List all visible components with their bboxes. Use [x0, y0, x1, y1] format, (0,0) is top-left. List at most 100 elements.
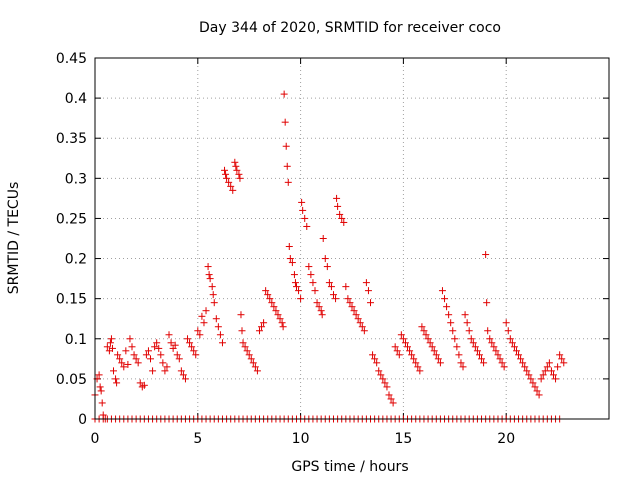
data-point [455, 351, 463, 359]
data-point [325, 279, 333, 287]
data-point [290, 271, 298, 279]
chart-title: Day 344 of 2020, SRMTID for receiver coc… [199, 20, 501, 36]
data-point [144, 347, 152, 355]
data-point [253, 367, 261, 375]
data-point [463, 319, 471, 327]
y-tick-label: 0 [78, 412, 87, 428]
data-point [96, 383, 104, 391]
data-point [266, 295, 274, 303]
data-point [301, 214, 309, 222]
data-point [488, 339, 496, 347]
data-point [268, 299, 276, 307]
data-point [449, 327, 457, 335]
data-point [332, 295, 340, 303]
data-point [473, 347, 481, 355]
data-point [436, 359, 444, 367]
data-point [243, 347, 251, 355]
data-point [364, 287, 372, 295]
data-point [113, 379, 121, 387]
data-point [167, 339, 175, 347]
data-point [319, 235, 327, 242]
data-point [406, 347, 414, 355]
data-point [492, 347, 500, 355]
y-tick-label: 0.05 [56, 372, 87, 388]
data-point [241, 343, 249, 351]
data-point [395, 351, 403, 359]
data-point [159, 359, 167, 367]
data-point [278, 319, 286, 327]
data-point [504, 327, 512, 335]
data-point [416, 367, 424, 375]
data-point [354, 315, 362, 323]
data-point [282, 142, 290, 150]
data-point [483, 299, 491, 307]
data-point [490, 343, 498, 351]
data-point [223, 174, 231, 182]
data-point [379, 375, 387, 383]
data-point [441, 295, 449, 303]
data-point [438, 287, 446, 295]
data-point [367, 299, 375, 307]
data-point [360, 327, 368, 335]
data-point [502, 319, 510, 327]
data-point [122, 347, 130, 355]
data-point [496, 355, 504, 363]
data-point [151, 343, 159, 351]
data-point [231, 158, 239, 166]
data-point [161, 367, 169, 375]
data-point [305, 263, 313, 271]
data-point [192, 351, 200, 359]
data-point [533, 387, 541, 395]
data-point [237, 311, 245, 319]
data-point [210, 299, 218, 307]
data-point [404, 343, 412, 351]
data-point [371, 355, 379, 363]
data-point [163, 363, 171, 371]
data-point [227, 182, 235, 190]
y-tick-label: 0.1 [65, 332, 87, 348]
y-tick-label: 0.4 [65, 91, 87, 107]
data-point [128, 343, 136, 351]
data-point [358, 323, 366, 331]
data-point [399, 335, 407, 343]
data-point [260, 319, 268, 327]
data-point [196, 331, 204, 339]
data-point [188, 343, 196, 351]
data-point [291, 279, 299, 287]
data-point [515, 351, 523, 359]
data-point [560, 359, 568, 367]
data-point [142, 351, 150, 359]
data-point [190, 347, 198, 355]
data-point [350, 307, 358, 315]
data-point [397, 331, 405, 339]
data-point [523, 367, 531, 375]
data-point [333, 194, 341, 202]
data-point [391, 343, 399, 351]
x-tick-label: 5 [193, 431, 202, 447]
data-point [430, 347, 438, 355]
data-point [236, 174, 244, 182]
data-point [107, 335, 115, 343]
data-point [383, 383, 391, 391]
data-point [155, 344, 163, 352]
data-point [103, 343, 111, 351]
data-point [529, 379, 537, 387]
data-point [225, 178, 233, 186]
data-point [369, 351, 377, 359]
data-point [543, 363, 551, 371]
data-point [235, 170, 243, 178]
data-point [443, 303, 451, 311]
data-point [356, 319, 364, 327]
data-point [298, 198, 306, 206]
data-point [535, 391, 543, 399]
y-tick-label: 0.15 [56, 292, 87, 308]
data-point [118, 359, 126, 367]
data-point [262, 287, 270, 295]
data-point [233, 166, 241, 174]
data-point [204, 263, 212, 271]
data-point [222, 170, 230, 178]
data-point [510, 343, 518, 351]
data-point [552, 375, 560, 383]
data-point [279, 323, 287, 331]
data-point [410, 355, 418, 363]
